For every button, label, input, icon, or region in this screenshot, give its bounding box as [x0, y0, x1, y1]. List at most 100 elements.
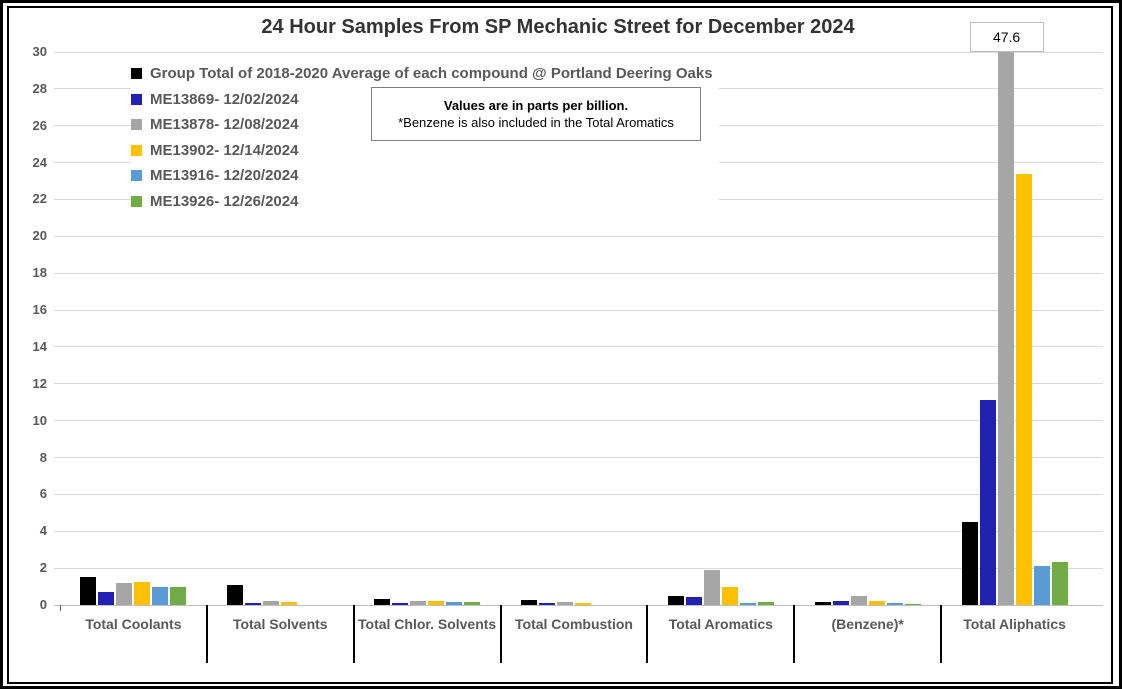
category-label: (Benzene)* [831, 616, 904, 632]
bar[interactable] [557, 602, 573, 605]
bar[interactable] [410, 601, 427, 605]
bar[interactable] [521, 600, 537, 605]
y-axis-label: 0 [39, 597, 47, 612]
bar[interactable] [263, 601, 280, 605]
bar[interactable] [850, 595, 867, 605]
chart-title: 24 Hour Samples From SP Mechanic Street … [261, 16, 855, 38]
category-divider [499, 605, 502, 663]
category-divider [205, 605, 208, 663]
legend-swatch-icon [131, 144, 142, 156]
legend-swatch-icon [131, 195, 142, 207]
bar[interactable] [904, 604, 921, 605]
bar[interactable] [539, 603, 555, 605]
legend-item[interactable]: ME13916- 12/20/2024 [131, 163, 719, 189]
y-axis-label: 26 [32, 117, 47, 133]
category-divider [352, 605, 355, 663]
category-label: Total Combustion [515, 616, 633, 632]
bar[interactable] [739, 603, 756, 605]
bar[interactable] [428, 601, 445, 605]
category-divider [793, 605, 796, 663]
legend-item[interactable]: ME13926- 12/26/2024 [131, 188, 719, 214]
category-label: Total Coolants [85, 616, 182, 632]
annotation-line-2: *Benzene is also included in the Total A… [398, 115, 674, 130]
category-divider [940, 605, 943, 663]
bar[interactable] [281, 602, 298, 605]
category-label: Total Chlor. Solvents [358, 616, 497, 632]
y-axis-label: 8 [39, 449, 47, 465]
bar[interactable] [98, 592, 115, 605]
bar[interactable] [134, 581, 151, 605]
y-axis-label: 12 [32, 375, 47, 391]
bar[interactable] [80, 577, 97, 605]
category-label: Total Solvents [232, 616, 328, 632]
bar[interactable] [170, 586, 187, 605]
bar[interactable] [886, 603, 903, 605]
bar[interactable] [667, 595, 684, 605]
legend-swatch-icon [131, 93, 142, 105]
bar[interactable] [832, 601, 849, 605]
bar[interactable] [227, 584, 244, 605]
legend-label: ME13869- 12/02/2024 [150, 90, 299, 108]
annotation-line-1: Values are in parts per billion. [443, 98, 629, 113]
y-axis-label: 10 [32, 412, 47, 428]
bar[interactable] [721, 587, 738, 605]
gridline [54, 457, 1103, 459]
gridline [54, 604, 1103, 606]
bar[interactable] [1051, 561, 1068, 605]
y-axis-label: 4 [39, 523, 47, 539]
y-axis-label: 28 [32, 80, 47, 96]
legend-label: ME13878- 12/08/2024 [150, 116, 299, 134]
bar[interactable] [446, 602, 463, 605]
gridline [54, 346, 1103, 348]
bar[interactable] [703, 569, 720, 605]
annotation-box: Values are in parts per billion. *Benzen… [371, 87, 701, 141]
bar[interactable] [575, 603, 591, 605]
bar[interactable] [1015, 173, 1032, 605]
bar[interactable] [152, 586, 169, 605]
gridline [54, 235, 1103, 237]
bar[interactable] [374, 599, 391, 605]
legend-swatch-icon [131, 68, 142, 80]
gridline [54, 493, 1103, 495]
legend-item[interactable]: ME13902- 12/14/2024 [131, 137, 719, 163]
gridline [54, 420, 1103, 422]
gridline [54, 530, 1103, 532]
gridline [54, 272, 1103, 274]
bar[interactable] [979, 400, 996, 605]
bar[interactable] [997, 52, 1014, 605]
axis-start-tick [60, 605, 61, 611]
gridline [54, 309, 1103, 311]
legend-label: Group Total of 2018-2020 Average of each… [150, 65, 713, 83]
y-axis-label: 24 [32, 154, 47, 170]
bar[interactable] [814, 602, 831, 605]
y-axis-label: 14 [32, 338, 47, 354]
y-axis-label: 6 [39, 486, 47, 502]
y-axis-label: 16 [32, 302, 47, 318]
gridline [54, 567, 1103, 569]
bar[interactable] [392, 603, 409, 605]
legend-label: ME13926- 12/26/2024 [150, 192, 299, 210]
legend-swatch-icon [131, 170, 142, 182]
bar[interactable] [757, 602, 774, 605]
bar[interactable] [961, 522, 978, 605]
y-axis-label: 30 [32, 44, 47, 59]
bar[interactable] [116, 582, 133, 605]
max-value-label: 47.6 [969, 22, 1044, 52]
bar[interactable] [685, 596, 702, 605]
category-label: Total Aromatics [668, 616, 773, 632]
bar[interactable] [1033, 566, 1050, 605]
legend-swatch-icon [131, 119, 142, 131]
legend-label: ME13916- 12/20/2024 [150, 167, 299, 185]
y-axis-label: 20 [32, 228, 47, 244]
legend-item[interactable]: Group Total of 2018-2020 Average of each… [131, 61, 719, 87]
bar[interactable] [868, 601, 885, 605]
bar[interactable] [245, 603, 262, 605]
gridline [54, 383, 1103, 385]
bar[interactable] [464, 602, 481, 605]
category-label: Total Aliphatics [963, 616, 1066, 632]
category-divider [646, 605, 649, 663]
gridline [54, 51, 1103, 53]
y-axis-label: 2 [39, 560, 47, 576]
y-axis-label: 22 [32, 191, 47, 207]
